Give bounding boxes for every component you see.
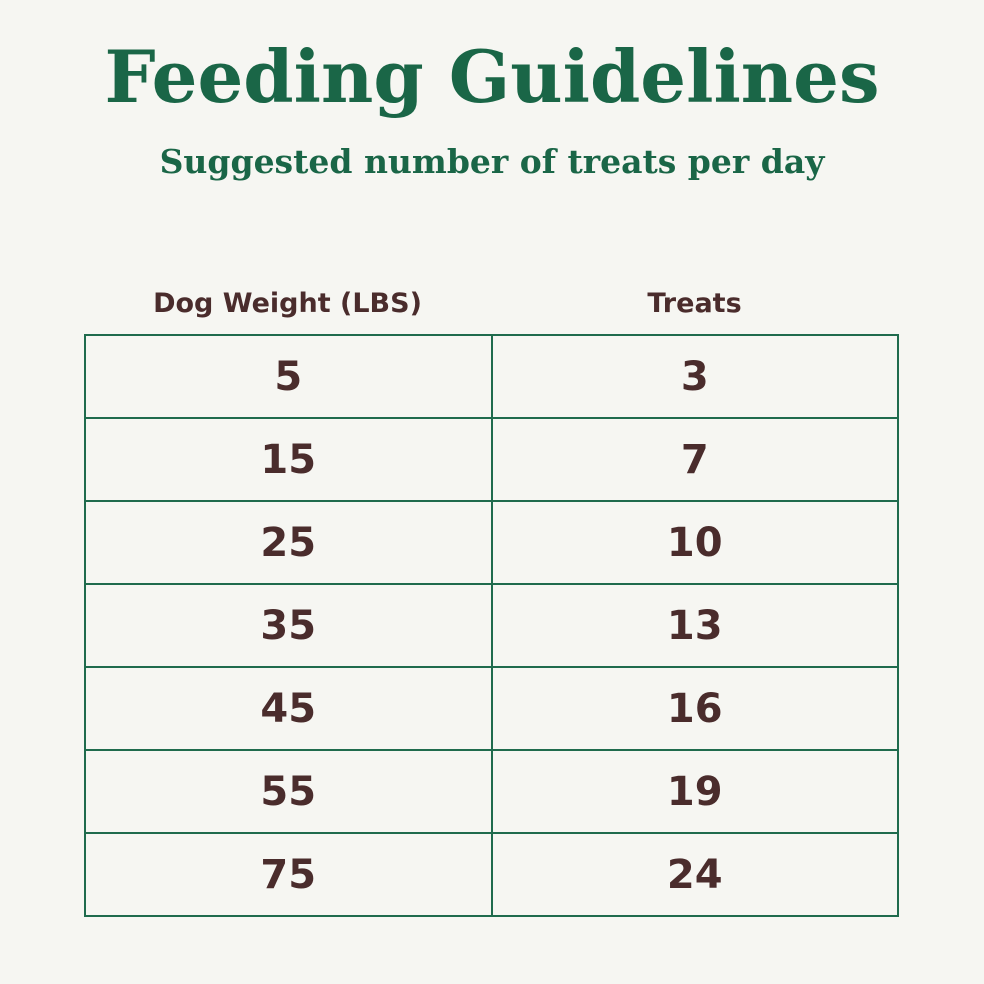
weight-cell: 55 xyxy=(84,749,493,834)
treats-cell: 7 xyxy=(490,417,899,502)
page-title: Feeding Guidelines xyxy=(104,34,880,119)
treats-cell: 19 xyxy=(490,749,899,834)
feeding-table: 5 3 15 7 25 10 35 13 45 16 55 19 75 24 xyxy=(84,334,899,917)
treats-cell: 16 xyxy=(490,666,899,751)
table-row: 5 3 xyxy=(84,334,899,419)
treats-cell: 13 xyxy=(490,583,899,668)
column-header-treats: Treats xyxy=(647,288,742,319)
treats-cell: 24 xyxy=(490,832,899,917)
treats-cell: 10 xyxy=(490,500,899,585)
weight-cell: 25 xyxy=(84,500,493,585)
table-row: 45 16 xyxy=(84,666,899,751)
table-row: 15 7 xyxy=(84,417,899,502)
weight-cell: 35 xyxy=(84,583,493,668)
table-row: 25 10 xyxy=(84,500,899,585)
treats-cell: 3 xyxy=(490,334,899,419)
weight-cell: 15 xyxy=(84,417,493,502)
column-header-dog-weight: Dog Weight (LBS) xyxy=(153,288,422,319)
table-row: 35 13 xyxy=(84,583,899,668)
page-subtitle: Suggested number of treats per day xyxy=(159,142,825,181)
table-row: 55 19 xyxy=(84,749,899,834)
weight-cell: 5 xyxy=(84,334,493,419)
table-row: 75 24 xyxy=(84,832,899,917)
weight-cell: 45 xyxy=(84,666,493,751)
weight-cell: 75 xyxy=(84,832,493,917)
